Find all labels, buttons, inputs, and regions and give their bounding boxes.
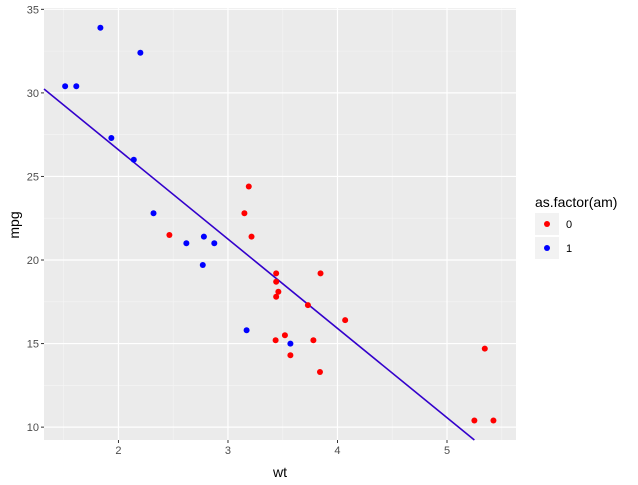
data-point-am-1 — [73, 83, 80, 90]
minor-gridlines — [44, 8, 516, 440]
x-axis-title: wt — [272, 464, 287, 480]
data-point-am-0 — [316, 368, 323, 375]
y-tick-label: 10 — [27, 422, 39, 434]
data-point-am-1 — [287, 340, 294, 347]
y-tick-label: 20 — [27, 255, 39, 267]
data-point-am-0 — [245, 183, 252, 190]
data-point-am-0 — [304, 302, 311, 309]
regression-line-group — [43, 88, 475, 441]
legend-key-point — [544, 221, 550, 227]
data-point-am-0 — [317, 270, 324, 277]
legend-label: 0 — [566, 219, 572, 231]
data-point-am-1 — [62, 83, 69, 90]
data-point-am-0 — [490, 417, 497, 424]
y-tick-label: 25 — [27, 171, 39, 183]
data-point-am-1 — [150, 210, 157, 217]
data-point-am-1 — [97, 24, 104, 31]
data-point-am-1 — [108, 135, 115, 142]
x-axis-ticks: 2 3 4 5 — [115, 440, 450, 457]
major-gridlines — [44, 8, 516, 440]
legend: as.factor(am) 0 1 — [535, 194, 617, 259]
y-tick-label: 30 — [27, 88, 39, 100]
y-axis-title: mpg — [6, 211, 22, 238]
data-point-am-0 — [281, 332, 288, 339]
data-point-am-1 — [130, 156, 137, 163]
data-point-am-0 — [310, 337, 317, 344]
data-point-am-1 — [211, 240, 218, 247]
plot-panel — [44, 8, 516, 440]
data-point-am-0 — [342, 317, 349, 324]
data-point-am-1 — [137, 49, 144, 56]
data-point-am-0 — [275, 288, 282, 295]
data-point-am-0 — [273, 293, 280, 300]
data-point-am-1 — [199, 262, 206, 269]
data-point-am-1 — [183, 240, 190, 247]
data-point-am-0 — [241, 210, 248, 217]
data-point-am-0 — [287, 352, 294, 359]
data-point-am-0 — [272, 337, 279, 344]
data-point-am-1 — [243, 327, 250, 334]
legend-title: as.factor(am) — [535, 194, 617, 210]
x-tick-label: 5 — [444, 445, 450, 457]
data-points — [62, 24, 497, 424]
regression-line — [43, 88, 475, 441]
legend-label: 1 — [566, 243, 572, 255]
x-tick-label: 4 — [334, 445, 340, 457]
data-point-am-0 — [273, 278, 280, 285]
x-tick-label: 3 — [225, 445, 231, 457]
y-tick-label: 35 — [27, 4, 39, 16]
y-axis-ticks: 10 15 20 25 30 35 — [27, 4, 44, 434]
data-point-am-0 — [248, 233, 255, 240]
data-point-am-0 — [471, 417, 478, 424]
legend-key-point — [544, 245, 550, 251]
x-tick-label: 2 — [115, 445, 121, 457]
data-point-am-1 — [200, 233, 207, 240]
data-point-am-0 — [481, 345, 488, 352]
data-point-am-0 — [273, 270, 280, 277]
data-point-am-0 — [166, 231, 173, 238]
y-tick-label: 15 — [27, 339, 39, 351]
